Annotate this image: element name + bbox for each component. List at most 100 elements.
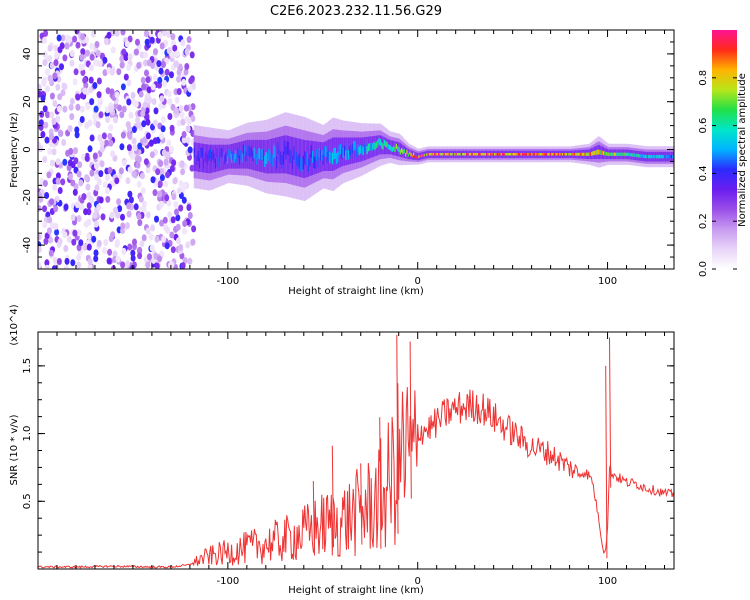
ridge-core <box>573 152 576 156</box>
ridge-core <box>334 147 337 159</box>
noise-mark <box>54 228 60 236</box>
noise-mark <box>157 31 163 39</box>
noise-mark <box>182 220 188 227</box>
noise-mark <box>190 238 196 246</box>
ridge-core <box>618 152 621 156</box>
ridge-core <box>232 151 234 161</box>
noise-mark <box>61 82 67 90</box>
noise-mark <box>160 116 166 124</box>
ridge-core <box>656 155 658 159</box>
noise-mark <box>49 92 55 100</box>
noise-mark <box>132 238 137 246</box>
x-tick-label: -100 <box>216 576 239 587</box>
noise-mark <box>75 41 81 49</box>
ridge-core <box>576 152 579 156</box>
noise-mark <box>131 126 137 133</box>
ridge-core <box>540 153 543 156</box>
ridge-core <box>447 153 450 156</box>
ridge-core <box>621 152 624 156</box>
noise-mark <box>38 204 42 212</box>
noise-mark <box>187 257 193 265</box>
noise-mark <box>167 113 173 120</box>
noise-mark <box>105 87 111 95</box>
colorbar-tick-label: 0.2 <box>698 213 709 229</box>
noise-mark <box>70 259 76 267</box>
noise-mark <box>45 85 50 93</box>
ridge-core <box>261 148 264 161</box>
ridge-core <box>225 152 228 162</box>
ridge-core <box>204 152 207 163</box>
noise-mark <box>80 33 86 41</box>
noise-mark <box>45 111 50 119</box>
noise-mark <box>93 105 99 113</box>
ridge-core <box>199 157 201 168</box>
noise-mark <box>171 193 177 201</box>
ridge-core <box>662 155 665 159</box>
ridge-core <box>625 152 628 156</box>
ridge-core <box>389 144 391 150</box>
noise-mark <box>48 139 54 147</box>
ridge-core <box>321 150 324 161</box>
ridge-core <box>365 141 367 150</box>
ridge-core <box>290 150 293 164</box>
noise-mark <box>62 105 68 113</box>
ridge-core <box>609 152 612 156</box>
ridge-core <box>650 155 653 159</box>
ridge-core <box>649 155 652 159</box>
ridge-core <box>672 155 674 159</box>
ridge-core <box>492 153 495 156</box>
ridge-core <box>359 145 362 154</box>
noise-mark <box>161 235 167 243</box>
noise-mark <box>158 102 164 110</box>
ridge-core <box>304 151 306 165</box>
ridge-core <box>205 151 208 162</box>
ridge-core <box>266 152 269 165</box>
noise-mark <box>164 194 170 202</box>
ridge-core <box>416 156 419 159</box>
ridge-core <box>383 139 386 146</box>
ridge-core <box>268 148 270 161</box>
noise-mark <box>127 190 133 198</box>
noise-mark <box>179 111 185 119</box>
ridge-core <box>539 153 541 156</box>
noise-mark <box>76 253 82 261</box>
noise-mark <box>185 125 191 133</box>
spectrogram-y-axis: -40 -20 0 20 40 <box>22 29 674 270</box>
ridge-core <box>371 143 374 151</box>
colorbar-tick-label: 0.4 <box>698 165 709 181</box>
noise-mark <box>40 131 46 138</box>
ridge-core <box>333 148 335 160</box>
ridge-core <box>648 155 650 159</box>
ridge-core <box>269 151 272 164</box>
ridge-core <box>224 155 226 164</box>
ridge-core <box>488 153 491 156</box>
ridge-core <box>500 153 503 156</box>
ridge-core <box>343 145 346 156</box>
ridge-core <box>536 153 539 156</box>
ridge-core <box>216 148 219 158</box>
ridge-core <box>617 152 620 156</box>
spectrogram-x-label: Height of straight line (km) <box>288 286 424 297</box>
noise-mark <box>162 79 167 87</box>
noise-mark <box>164 242 170 250</box>
noise-mark <box>120 261 126 269</box>
noise-mark <box>76 215 82 222</box>
noise-mark <box>60 89 66 97</box>
ridge-core <box>409 151 411 155</box>
noise-mark <box>63 203 69 211</box>
ridge-core <box>301 158 304 172</box>
noise-mark <box>169 124 175 132</box>
ridge-core <box>228 149 230 158</box>
noise-mark <box>52 183 58 191</box>
ridge-core <box>657 155 660 159</box>
noise-mark <box>63 264 69 269</box>
ridge-core <box>439 153 442 156</box>
ridge-core <box>462 153 464 156</box>
ridge-core <box>483 153 486 156</box>
ridge-core <box>450 153 452 156</box>
noise-mark <box>62 158 68 166</box>
ridge-halo <box>220 144 223 171</box>
ridge-core <box>273 145 276 158</box>
ridge-core <box>464 153 467 156</box>
ridge-core <box>354 141 357 151</box>
